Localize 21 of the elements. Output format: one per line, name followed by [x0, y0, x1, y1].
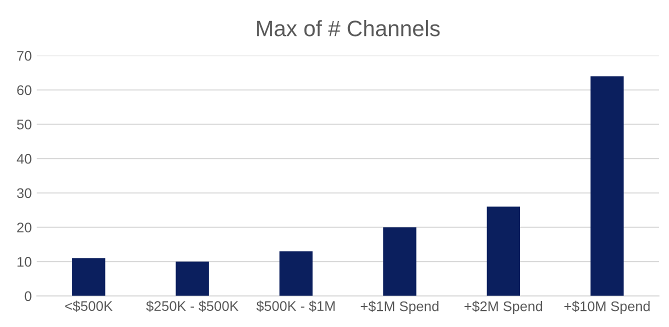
y-tick-label: 60	[17, 85, 32, 96]
x-tick-label: <$500K	[65, 300, 113, 312]
y-tick-label: 40	[16, 154, 32, 164]
bar	[383, 227, 416, 296]
bar	[590, 76, 624, 296]
y-tick-label: 20	[17, 222, 32, 232]
x-tick-label: +$2M Spend	[464, 300, 542, 314]
x-tick-label: $250K - $500K	[146, 300, 239, 312]
y-tick-label: 0	[24, 291, 32, 302]
x-tick-label: +$10M Spend	[564, 300, 650, 314]
y-tick-label: 70	[17, 50, 32, 61]
chart-title: Max of # Channels	[257, 20, 440, 36]
x-tick-label: $500K - $1M	[256, 300, 335, 312]
x-tick-label: +$1M Spend	[360, 300, 438, 314]
y-tick-label: 10	[18, 256, 32, 267]
y-tick-label: 30	[17, 188, 32, 198]
bar	[486, 206, 520, 296]
bar	[72, 258, 106, 296]
bar	[279, 251, 313, 296]
y-tick-label: 50	[17, 120, 32, 130]
bar	[176, 262, 209, 296]
